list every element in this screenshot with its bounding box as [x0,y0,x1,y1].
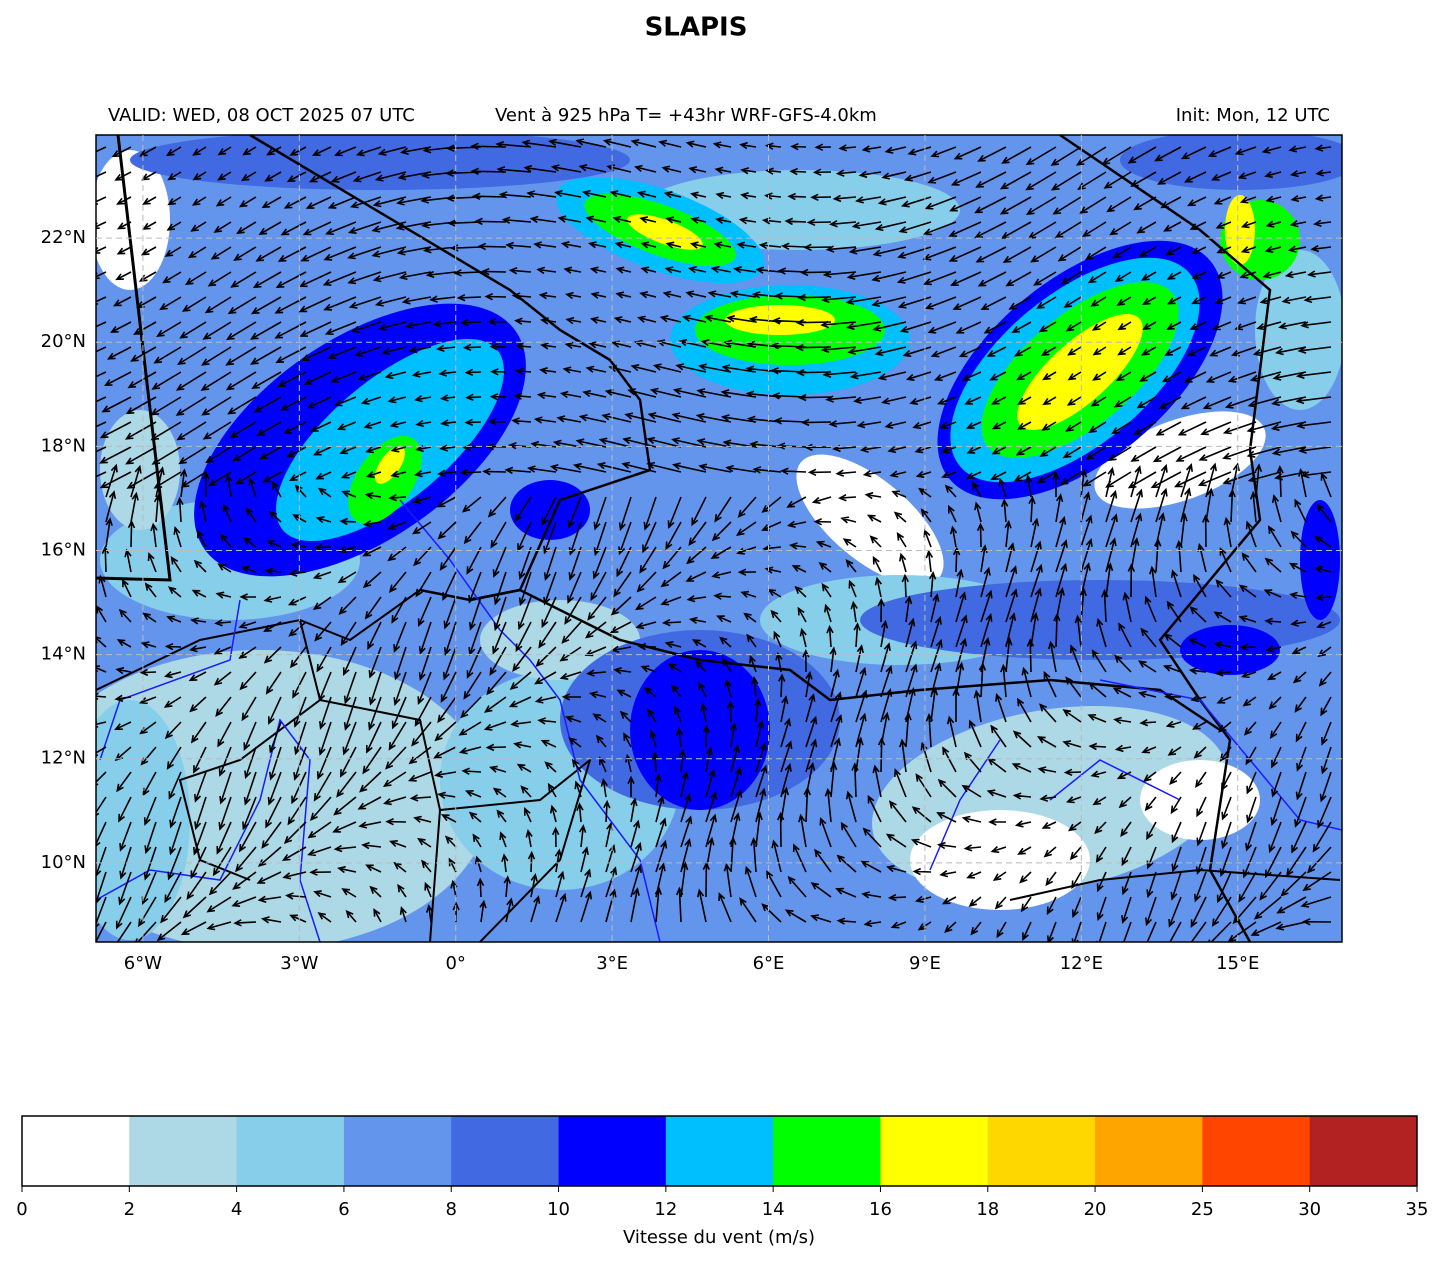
lon-tick-label: 6°E [753,953,785,974]
colorbar-segment [880,1116,989,1186]
lat-tick-label: 14°N [41,644,86,665]
colorbar-segment [129,1116,238,1186]
lon-tick-label: 12°E [1060,953,1103,974]
lat-tick-label: 22°N [41,227,86,248]
wind-arrow [96,138,1332,942]
speed-area [910,810,1090,910]
colorbar-segment [1309,1116,1418,1186]
speed-area [96,150,170,290]
colorbar-segment [773,1116,881,1186]
speed-area [725,305,835,335]
colorbar-segment [451,1116,560,1186]
colorbar-tick-label: 25 [1191,1199,1214,1220]
colorbar-frame [21,1115,1418,1187]
colorbar-segment [22,1116,130,1186]
colorbar-segment [236,1116,345,1186]
colorbar-tick-label: 16 [869,1199,892,1220]
colorbar: 0 2 4 6 8 10 12 14 16 18 20 25 30 35 [16,1115,1429,1220]
colorbar-tick-label: 2 [124,1199,135,1220]
colorbar-segment [558,1116,667,1186]
colorbar-tick-label: 30 [1298,1199,1321,1220]
river [96,499,1342,942]
colorbar-tick-label: 4 [231,1199,242,1220]
colorbar-tick-label: 18 [976,1199,999,1220]
colorbar-tick-label: 12 [654,1199,677,1220]
border [96,135,172,582]
map-frame [95,134,1343,943]
init-time: Init: Mon, 12 UTC [1176,105,1330,126]
product: Vent à 925 hPa T= +43hr WRF-GFS-4.0km [495,105,877,126]
speed-area [374,446,406,484]
speed-area [1140,760,1260,840]
lon-tick-label: 3°W [280,953,318,974]
speed-area [796,454,944,586]
speed-area [1180,625,1280,675]
lat-tick-label: 20°N [41,331,86,352]
colorbar-tick-label: 6 [338,1199,349,1220]
lon-tick-label: 15°E [1216,953,1259,974]
colorbar-tick-label: 0 [16,1199,27,1220]
colorbar-segment [1202,1116,1311,1186]
lon-tick-label: 9°E [909,953,941,974]
speed-area [1120,135,1342,190]
colorbar-segment [987,1116,1096,1186]
colorbar-segment [665,1116,774,1186]
lon-tick-label: 3°E [596,953,628,974]
borders [96,135,1342,942]
colorbar-tick-label: 20 [1084,1199,1107,1220]
border [1009,868,1341,901]
colorbar-segment [343,1116,452,1186]
lat-tick-label: 18°N [41,435,86,456]
colorbar-tick-label: 14 [762,1199,785,1220]
speed-area [1255,250,1342,410]
border [96,589,592,942]
lat-tick-label: 12°N [41,748,86,769]
lat-tick-label: 10°N [41,852,86,873]
colorbar-tick-label: 8 [446,1199,457,1220]
title: SLAPIS [645,13,748,43]
speed-area [1300,500,1340,620]
lon-tick-label: 0° [445,953,465,974]
colorbar-tick-label: 10 [547,1199,570,1220]
lat-tick-label: 16°N [41,539,86,560]
colorbar-label: Vitesse du vent (m/s) [623,1227,815,1248]
valid-time: VALID: WED, 08 OCT 2025 07 UTC [108,105,415,126]
lon-tick-label: 6°W [124,953,162,974]
speed-area [130,135,630,190]
wind-vectors [96,138,1332,942]
speed-area [630,650,770,810]
colorbar-tick-label: 35 [1406,1199,1429,1220]
speed-area [96,650,490,942]
colorbar-segment [1095,1116,1203,1186]
border [1059,135,1272,942]
